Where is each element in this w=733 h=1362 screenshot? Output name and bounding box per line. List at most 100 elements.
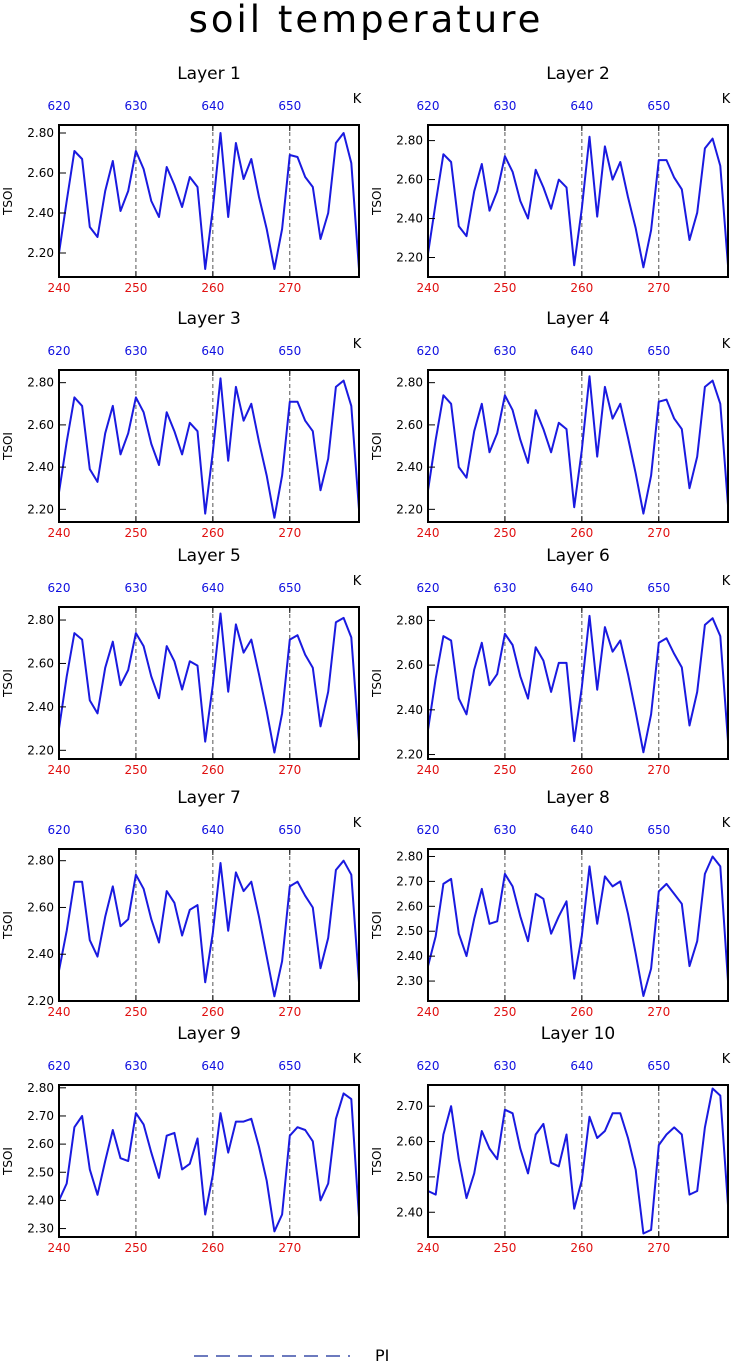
panel-title: Layer 7 <box>177 788 241 808</box>
panel-title: Layer 4 <box>546 309 610 329</box>
x-tick-label: 250 <box>493 1005 516 1019</box>
data-line <box>427 855 729 997</box>
top-tick-label: 630 <box>493 99 516 113</box>
plot-frame <box>427 124 729 278</box>
y-tick-label: 2.60 <box>27 656 54 670</box>
y-tick-label: 2.50 <box>27 1165 54 1179</box>
top-unit-label: K <box>722 92 731 107</box>
x-tick-label: 240 <box>48 281 71 295</box>
x-tick-label: 240 <box>48 1005 71 1019</box>
y-tick-label: 2.20 <box>27 994 54 1008</box>
y-tick-label: 2.50 <box>396 1170 423 1184</box>
plot-frame <box>427 848 729 1002</box>
x-tick-label: 270 <box>278 281 301 295</box>
x-tick-label: 270 <box>647 1005 670 1019</box>
x-tick-label: 240 <box>417 526 440 540</box>
y-tick-label: 2.80 <box>396 376 423 390</box>
y-tick-label: 2.40 <box>27 700 54 714</box>
top-unit-label: K <box>353 816 362 831</box>
y-tick-label: 2.60 <box>396 658 423 672</box>
panel-layer-10: Layer 10 240 250 260 270 620 630 640 650 K 2.40 2.5… <box>370 1024 731 1255</box>
y-tick-label: 2.60 <box>27 418 54 432</box>
x-tick-label: 250 <box>493 526 516 540</box>
panel-layer-5: Layer 5 240 250 260 270 620 630 640 650 K 2.20 2.40… <box>1 546 362 777</box>
top-unit-label: K <box>722 337 731 352</box>
y-tick-label: 2.40 <box>396 1205 423 1219</box>
legend-label: PI <box>375 1346 389 1362</box>
x-tick-label: 270 <box>278 1241 301 1255</box>
y-tick-label: 2.40 <box>396 949 423 963</box>
plot-frame <box>58 848 360 1002</box>
y-axis-label: TSOI <box>370 187 384 216</box>
panel-title: Layer 6 <box>546 546 610 566</box>
top-tick-label: 620 <box>417 581 440 595</box>
panel-title: Layer 9 <box>177 1024 241 1044</box>
panel-title: Layer 8 <box>546 788 610 808</box>
x-tick-label: 270 <box>278 763 301 777</box>
y-tick-label: 2.80 <box>27 854 54 868</box>
plot-frame <box>58 124 360 278</box>
top-unit-label: K <box>722 816 731 831</box>
x-tick-label: 250 <box>493 281 516 295</box>
top-tick-label: 620 <box>417 344 440 358</box>
top-tick-label: 620 <box>48 823 71 837</box>
top-tick-label: 640 <box>201 99 224 113</box>
top-unit-label: K <box>722 1052 731 1067</box>
x-tick-label: 250 <box>124 281 147 295</box>
y-tick-label: 2.70 <box>27 1109 54 1123</box>
y-tick-label: 2.80 <box>27 126 54 140</box>
x-tick-label: 260 <box>201 281 224 295</box>
x-tick-label: 260 <box>570 1005 593 1019</box>
top-tick-label: 620 <box>417 1059 440 1073</box>
y-tick-label: 2.80 <box>396 849 423 863</box>
x-tick-label: 250 <box>493 763 516 777</box>
top-unit-label: K <box>353 337 362 352</box>
data-line <box>427 614 729 754</box>
panels: Layer 1 240 250 260 270 620 630 640 650 K 2.20 2.40… <box>1 64 731 1255</box>
y-tick-label: 2.60 <box>396 173 423 187</box>
panel-title: Layer 10 <box>541 1024 615 1044</box>
x-tick-label: 260 <box>570 281 593 295</box>
top-tick-label: 640 <box>201 581 224 595</box>
top-tick-label: 650 <box>278 823 301 837</box>
y-tick-label: 2.80 <box>27 613 54 627</box>
plot-frame <box>58 1084 360 1238</box>
data-line <box>58 132 360 270</box>
y-tick-label: 2.20 <box>27 502 54 516</box>
y-tick-label: 2.20 <box>27 743 54 757</box>
panel-layer-2: Layer 2 240 250 260 270 620 630 640 650 K 2.20 2.40… <box>370 64 731 295</box>
x-tick-label: 270 <box>647 526 670 540</box>
panel-layer-4: Layer 4 240 250 260 270 620 630 640 650 K 2.20 2.40… <box>370 309 731 540</box>
top-tick-label: 640 <box>570 344 593 358</box>
top-tick-label: 630 <box>124 581 147 595</box>
y-axis-label: TSOI <box>1 187 15 216</box>
top-tick-label: 640 <box>201 1059 224 1073</box>
top-unit-label: K <box>722 574 731 589</box>
figure-title: soil temperature <box>189 0 544 41</box>
x-tick-label: 240 <box>417 1005 440 1019</box>
y-tick-label: 2.30 <box>27 1222 54 1236</box>
y-axis-label: TSOI <box>1 1147 15 1176</box>
y-tick-label: 2.60 <box>396 899 423 913</box>
top-tick-label: 650 <box>647 99 670 113</box>
y-tick-label: 2.60 <box>27 1137 54 1151</box>
top-tick-label: 640 <box>201 344 224 358</box>
top-tick-label: 620 <box>417 823 440 837</box>
y-tick-label: 2.40 <box>27 947 54 961</box>
panel-title: Layer 3 <box>177 309 241 329</box>
top-tick-label: 640 <box>201 823 224 837</box>
x-tick-label: 270 <box>647 1241 670 1255</box>
x-tick-label: 240 <box>48 1241 71 1255</box>
top-tick-label: 650 <box>278 344 301 358</box>
top-tick-label: 630 <box>124 344 147 358</box>
plot-frame <box>58 606 360 760</box>
y-axis-label: TSOI <box>1 432 15 461</box>
top-tick-label: 630 <box>124 823 147 837</box>
top-tick-label: 630 <box>124 99 147 113</box>
y-tick-label: 2.80 <box>396 613 423 627</box>
x-tick-label: 270 <box>647 281 670 295</box>
panel-layer-6: Layer 6 240 250 260 270 620 630 640 650 K 2.20 2.40… <box>370 546 731 777</box>
top-tick-label: 650 <box>278 581 301 595</box>
panel-layer-3: Layer 3 240 250 260 270 620 630 640 650 K 2.20 2.40… <box>1 309 362 540</box>
